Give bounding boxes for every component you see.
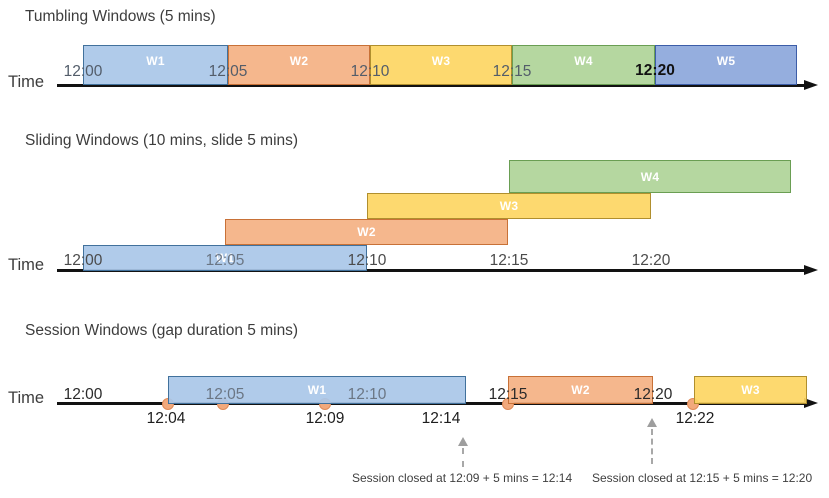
tumbling-w5-label: W5 (716, 54, 736, 68)
sliding-timeline-arrowhead-icon (804, 265, 818, 275)
event-label-1222: 12:22 (675, 410, 715, 427)
tumbling-window-w2: W2 (228, 45, 370, 85)
sliding-tick-1220: 12:20 (631, 252, 671, 269)
sliding-tick-1210: 12:10 (347, 252, 387, 269)
tumbling-window-w5: W5 (655, 45, 797, 85)
session-window-w2: W2 (508, 376, 653, 404)
tumbling-tick-1210: 12:10 (350, 63, 390, 80)
session-close-annotation-1: Session closed at 12:09 + 5 mins = 12:14 (352, 471, 573, 485)
annotation-arrow-icon-2 (647, 418, 657, 427)
session-tick-1210: 12:10 (347, 386, 387, 403)
session-window-w1: W1 (168, 376, 466, 404)
tumbling-tick-1205: 12:05 (208, 63, 248, 80)
tumbling-timeline-arrowhead-icon (804, 80, 818, 90)
session-tick-1220: 12:20 (633, 386, 673, 403)
session-tick-1200: 12:00 (63, 386, 103, 403)
session-w3-label: W3 (741, 383, 760, 397)
session-section-title: Session Windows (gap duration 5 mins) (25, 322, 299, 339)
sliding-section-title: Sliding Windows (10 mins, slide 5 mins) (25, 132, 299, 149)
sliding-window-w3: W3 (367, 193, 651, 219)
tumbling-tick-1220: 12:20 (635, 62, 675, 79)
session-tick-1215: 12:15 (488, 386, 528, 403)
sliding-w4-label: W4 (640, 169, 660, 184)
sliding-w3-label: W3 (499, 199, 519, 213)
tumbling-window-w4: W4 (512, 45, 655, 85)
event-label-1209: 12:09 (305, 410, 345, 427)
tumbling-w4-label: W4 (574, 54, 593, 68)
close-time-label-1214: 12:14 (421, 410, 461, 427)
session-w2-label: W2 (571, 383, 590, 397)
sliding-window-w1: W1 (83, 245, 367, 271)
tumbling-w2-label: W2 (289, 54, 309, 68)
annotation-arrow-icon-1 (458, 437, 468, 446)
session-w1-label: W1 (307, 383, 327, 397)
sliding-window-w2: W2 (225, 219, 508, 245)
session-timeline-arrowhead-icon (804, 398, 818, 408)
tumbling-w3-label: W3 (431, 54, 451, 68)
sliding-tick-1200: 12:00 (63, 252, 103, 269)
event-label-1204: 12:04 (146, 410, 186, 427)
sliding-w1-label: W1 (215, 251, 235, 265)
sliding-window-w4: W4 (509, 160, 791, 193)
annotation-arrow-stem-2 (651, 429, 653, 464)
tumbling-window-w1: W1 (83, 45, 228, 85)
sliding-time-axis-label: Time (8, 256, 45, 274)
session-time-axis-label: Time (8, 389, 45, 407)
session-tick-1205: 12:05 (205, 386, 245, 403)
tumbling-tick-1215: 12:15 (492, 63, 532, 80)
tumbling-tick-1200: 12:00 (63, 63, 103, 80)
sliding-timeline (57, 269, 806, 272)
session-window-w3: W3 (694, 376, 807, 404)
tumbling-window-w3: W3 (370, 45, 512, 85)
session-close-annotation-2: Session closed at 12:15 + 5 mins = 12:20 (592, 471, 813, 485)
sliding-tick-1215: 12:15 (489, 252, 529, 269)
sliding-w2-label: W2 (357, 225, 376, 239)
tumbling-section-title: Tumbling Windows (5 mins) (25, 8, 216, 25)
sliding-tick-1205: 12:05 (205, 252, 245, 269)
annotation-arrow-stem-1 (462, 448, 464, 467)
tumbling-timeline (57, 84, 806, 87)
tumbling-time-axis-label: Time (8, 73, 45, 91)
tumbling-w1-label: W1 (146, 54, 165, 68)
